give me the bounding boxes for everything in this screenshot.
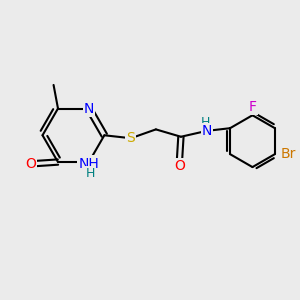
Text: Br: Br bbox=[280, 147, 296, 161]
Text: NH: NH bbox=[79, 157, 99, 170]
Text: N: N bbox=[84, 101, 94, 116]
Text: H: H bbox=[201, 116, 210, 129]
Text: O: O bbox=[174, 159, 185, 173]
Text: N: N bbox=[202, 124, 212, 138]
Text: F: F bbox=[248, 100, 256, 114]
Text: O: O bbox=[25, 157, 36, 170]
Text: H: H bbox=[86, 167, 95, 180]
Text: S: S bbox=[127, 131, 135, 145]
